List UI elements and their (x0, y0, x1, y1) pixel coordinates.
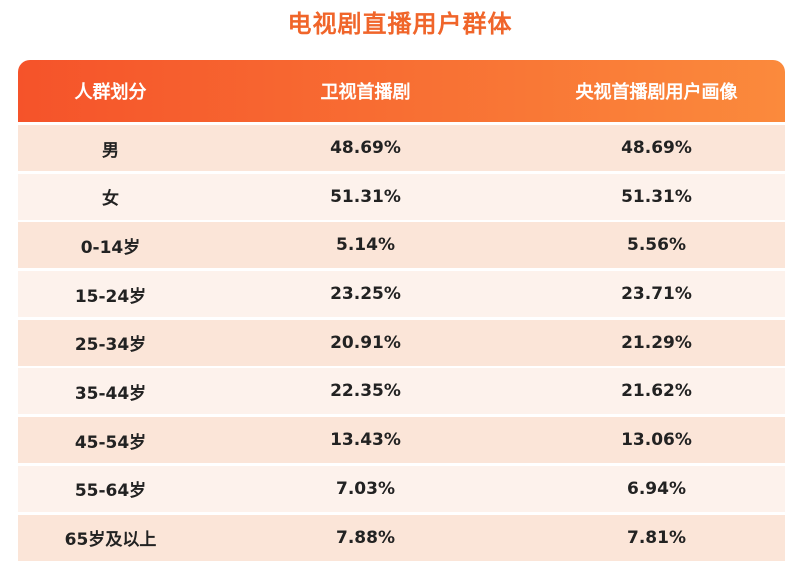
table-cell: 65岁及以上 (64, 530, 157, 550)
table-cell: 55-64岁 (74, 481, 147, 502)
table-cell: 45-54岁 (74, 432, 147, 453)
table-cell: 5.14% (336, 235, 395, 256)
table-cell: 23.25% (330, 284, 401, 305)
table-cell: 48.69% (621, 138, 692, 158)
table-cell: 21.62% (621, 381, 692, 402)
header-cell: 央视首播剧用户画像 (575, 82, 738, 103)
table-cell: 20.91% (330, 332, 401, 353)
table-cell: 48.69% (330, 138, 401, 158)
table-cell: 5.56% (627, 235, 686, 256)
table-row: 65岁及以上 7.88% 7.81% (18, 514, 785, 561)
table-cell: 22.35% (330, 381, 401, 402)
table-cell: 35-44岁 (74, 383, 147, 404)
table-row: 25-34岁 20.91% 21.29% (18, 319, 785, 366)
header-cell: 人群划分 (74, 82, 147, 103)
table-row: 男 48.69% 48.69% (18, 125, 785, 171)
title: 电视剧直播用户群体 (287, 10, 513, 38)
table-cell: 21.29% (621, 332, 692, 353)
table-row: 45-54岁 13.43% 13.06% (18, 417, 785, 464)
table-row: 0-14岁 5.14% 5.56% (18, 222, 785, 269)
table-cell: 23.71% (621, 284, 692, 305)
table-cell: 女 (102, 189, 119, 210)
table-cell: 51.31% (621, 186, 692, 207)
table-cell: 7.88% (336, 527, 395, 548)
table-cell: 6.94% (627, 478, 686, 499)
table-cell: 0-14岁 (80, 237, 141, 258)
table-row: 55-64岁 7.03% 6.94% (18, 465, 785, 512)
table-cell: 男 (102, 140, 119, 161)
table-row: 35-44岁 22.35% 21.62% (18, 368, 785, 415)
table-row: 女 51.31% 51.31% (18, 173, 785, 220)
table-cell: 25-34岁 (74, 335, 147, 356)
table-cell: 13.06% (621, 430, 692, 451)
table-cell: 51.31% (330, 186, 401, 207)
table-header: 人群划分 卫视首播剧 央视首播剧用户画像 (18, 60, 785, 122)
table-cell: 7.81% (627, 527, 686, 548)
header-cell: 卫视首播剧 (320, 82, 411, 103)
table-cell: 15-24岁 (74, 286, 147, 307)
table-cell: 13.43% (330, 430, 401, 451)
table: 人群划分 卫视首播剧 央视首播剧用户画像男 48.69% 48.69% 女 51.31% 51… (18, 60, 785, 563)
table-row: 15-24岁 23.25% 23.71% (18, 271, 785, 318)
table-cell: 7.03% (336, 478, 395, 499)
